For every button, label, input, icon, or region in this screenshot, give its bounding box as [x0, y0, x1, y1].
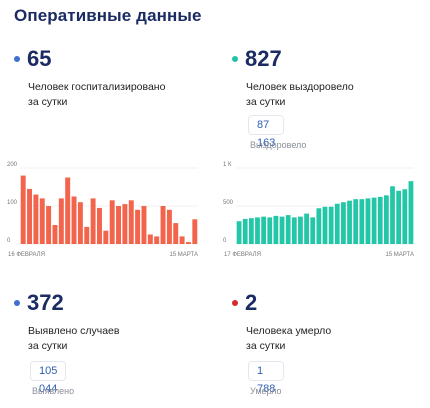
chart-bar: [334, 203, 340, 244]
chart-bar: [341, 202, 346, 244]
chart-bar: [77, 202, 83, 244]
x-end-label: 15 МАРТА: [385, 252, 414, 258]
chart-bar: [58, 198, 64, 244]
chart-bar: [298, 216, 303, 244]
y-tick-label: 100: [7, 200, 18, 206]
chart-bar: [154, 236, 160, 244]
chart-bar: [65, 177, 71, 244]
chart-bar: [359, 199, 365, 244]
chart-bar: [39, 198, 45, 244]
chart-bar: [396, 190, 402, 244]
chart-bar: [328, 206, 334, 244]
hospitalized-desc-line1: Человек госпитализировано: [28, 81, 166, 93]
died-total: 1 788: [248, 361, 285, 395]
detected-value: 372: [27, 290, 64, 315]
recovered-total: 87 163: [248, 115, 285, 149]
detected-total-label: Выявлено: [32, 386, 75, 396]
died-desc-line1: Человека умерло: [246, 325, 332, 337]
recovered-desc-line1: Человек выздоровело: [246, 81, 354, 93]
chart-bar: [279, 216, 285, 244]
hospitalized-value: 65: [27, 46, 52, 71]
hospitalized-desc: Человек госпитализировано за сутки: [28, 80, 188, 110]
chart-bar: [192, 219, 198, 244]
chart-bar: [371, 197, 377, 244]
hospitalized-bar-chart: 200 100 0 16 ФЕВРАЛЯ 15 МАРТА: [7, 162, 198, 258]
recovered-bar-chart: 1 К 500 0 17 ФЕВРАЛЯ 15 МАРТА: [223, 162, 414, 258]
recovered-desc-line2: за сутки: [246, 96, 286, 108]
chart-bar: [242, 218, 248, 244]
chart-bar: [285, 215, 291, 244]
died-desc: Человека умерло за сутки: [246, 324, 406, 354]
chart-bar: [135, 209, 141, 244]
chart-bar: [291, 217, 297, 244]
chart-bar: [310, 217, 316, 244]
x-end-label: 15 МАРТА: [169, 252, 198, 258]
chart-bar: [109, 200, 115, 244]
x-start-label: 17 ФЕВРАЛЯ: [224, 252, 261, 258]
x-start-label: 16 ФЕВРАЛЯ: [8, 252, 45, 258]
chart-bar: [383, 195, 389, 244]
chart-bar: [408, 181, 414, 244]
hospitalized-dot-icon: [14, 56, 20, 62]
chart-bar: [20, 175, 26, 244]
detected-desc: Выявлено случаев за сутки: [28, 324, 188, 354]
hospitalized-desc-line2: за сутки: [28, 96, 68, 108]
recovered-total-label: Выздоровело: [250, 140, 307, 150]
y-tick-label: 1 К: [223, 162, 232, 168]
chart-bar: [322, 206, 328, 244]
recovered-dot-icon: [232, 56, 238, 62]
recovered-desc: Человек выздоровело за сутки: [246, 80, 406, 110]
detected-total: 105 044: [30, 361, 67, 395]
chart-bar: [365, 198, 371, 244]
y-tick-label: 0: [7, 238, 11, 244]
chart-bar: [90, 198, 96, 244]
chart-bar: [33, 194, 39, 244]
chart-bar: [160, 206, 166, 244]
chart-bar: [255, 217, 260, 244]
chart-bar: [185, 242, 191, 244]
chart-bar: [84, 226, 90, 244]
chart-bar: [353, 199, 359, 244]
chart-bar: [316, 208, 322, 244]
died-total-label: Умерло: [250, 386, 282, 396]
chart-bar: [267, 217, 273, 244]
y-tick-label: 500: [223, 200, 234, 206]
detected-dot-icon: [14, 300, 20, 306]
chart-bar: [390, 186, 395, 244]
chart-bar: [122, 204, 128, 244]
detected-desc-line1: Выявлено случаев: [28, 325, 120, 337]
hospitalized-chart: 200 100 0 16 ФЕВРАЛЯ 15 МАРТА: [6, 160, 204, 260]
chart-bar: [96, 207, 102, 244]
chart-bar: [402, 189, 408, 244]
chart-bar: [141, 206, 147, 244]
chart-bar: [166, 209, 172, 244]
chart-bar: [347, 200, 352, 244]
detected-desc-line2: за сутки: [28, 340, 68, 352]
chart-bar: [304, 213, 309, 244]
chart-bar: [128, 200, 134, 244]
chart-bar: [179, 236, 185, 244]
page-title: Оперативные данные: [14, 6, 202, 25]
chart-bar: [236, 221, 242, 244]
y-tick-label: 200: [7, 162, 18, 168]
chart-bar: [52, 225, 58, 244]
died-desc-line2: за сутки: [246, 340, 286, 352]
chart-bar: [103, 230, 109, 244]
chart-bar: [273, 215, 279, 244]
died-value: 2: [245, 290, 258, 315]
died-dot-icon: [232, 300, 238, 306]
chart-bar: [147, 234, 153, 244]
recovered-value: 827: [245, 46, 282, 71]
recovered-chart: 1 К 500 0 17 ФЕВРАЛЯ 15 МАРТА: [222, 160, 420, 260]
chart-bar: [71, 196, 77, 244]
chart-bar: [116, 206, 122, 244]
chart-bar: [261, 216, 267, 244]
chart-bar: [46, 206, 52, 244]
chart-bar: [173, 223, 179, 244]
chart-bar: [27, 188, 33, 244]
chart-bar: [248, 218, 254, 244]
chart-bar: [377, 196, 383, 244]
y-tick-label: 0: [223, 238, 227, 244]
